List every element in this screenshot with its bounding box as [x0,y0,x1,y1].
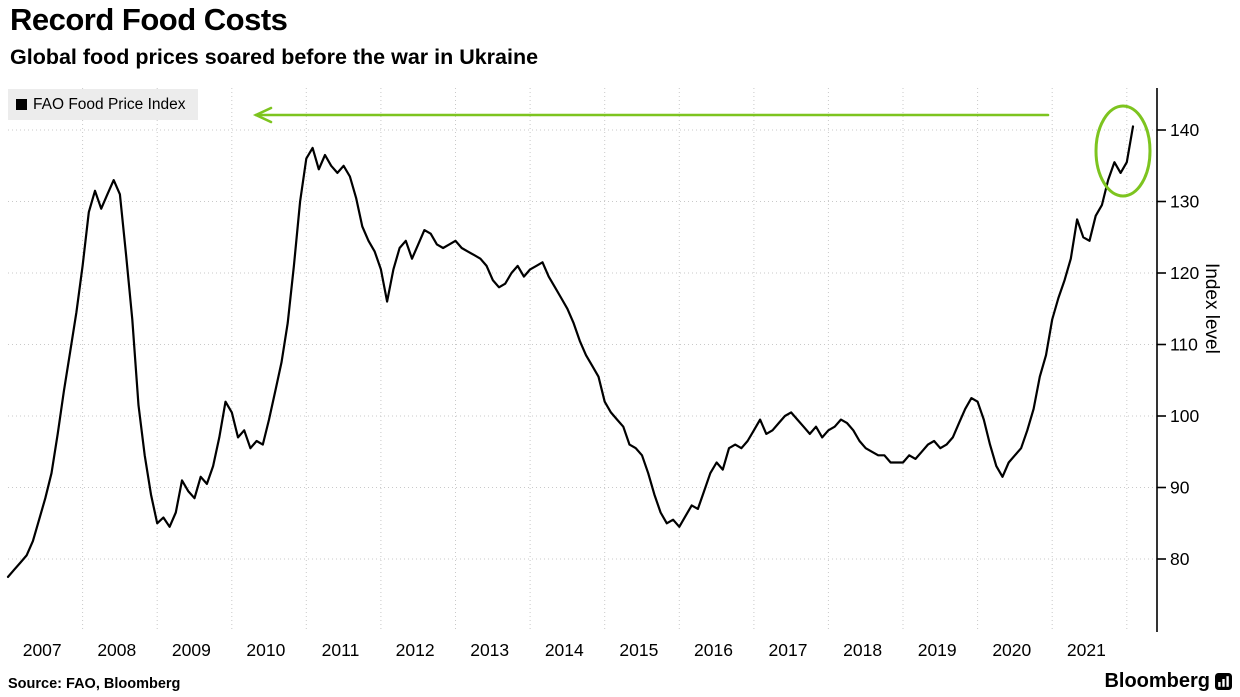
page-subtitle: Global food prices soared before the war… [10,45,539,69]
svg-text:2009: 2009 [172,640,211,660]
highlight-ellipse [1094,104,1152,198]
bloomberg-chart-bars-icon [1215,673,1232,690]
grid-layer [8,88,1157,630]
svg-text:2010: 2010 [246,640,285,660]
svg-text:2015: 2015 [619,640,658,660]
price-line [6,125,1135,578]
x-tick-labels: 2007 2008 2009 2010 2011 2012 2013 2014 2015 2016… [23,640,1106,660]
legend-square-marker-icon [16,99,27,110]
y-axis [1156,88,1166,632]
svg-text:2020: 2020 [992,640,1031,660]
svg-text:90: 90 [1170,478,1190,498]
bloomberg-wordmark: Bloomberg [1104,670,1210,692]
legend: FAO Food Price Index [8,89,198,120]
svg-text:120: 120 [1170,263,1199,283]
source-note: Source: FAO, Bloomberg [8,676,181,692]
svg-text:2021: 2021 [1067,640,1106,660]
legend-label: FAO Food Price Index [33,95,186,113]
svg-text:2008: 2008 [97,640,136,660]
svg-text:2007: 2007 [23,640,62,660]
svg-text:2011: 2011 [322,640,360,660]
svg-text:2016: 2016 [694,640,733,660]
page-title: Record Food Costs [10,2,288,37]
left-arrow-annotation [252,106,1050,124]
svg-text:2018: 2018 [843,640,882,660]
y-tick-labels: 80 90 100 110 120 130 140 [1170,120,1199,569]
bloomberg-logo: Bloomberg [1104,670,1232,693]
svg-text:2017: 2017 [769,640,808,660]
svg-text:2012: 2012 [396,640,435,660]
svg-text:100: 100 [1170,406,1199,426]
svg-text:2013: 2013 [470,640,509,660]
svg-text:140: 140 [1170,120,1199,140]
svg-text:2014: 2014 [545,640,584,660]
y-axis-title: Index level [1201,263,1222,354]
svg-text:130: 130 [1170,192,1199,212]
svg-text:110: 110 [1170,335,1198,355]
svg-text:80: 80 [1170,549,1190,569]
svg-text:2019: 2019 [918,640,957,660]
